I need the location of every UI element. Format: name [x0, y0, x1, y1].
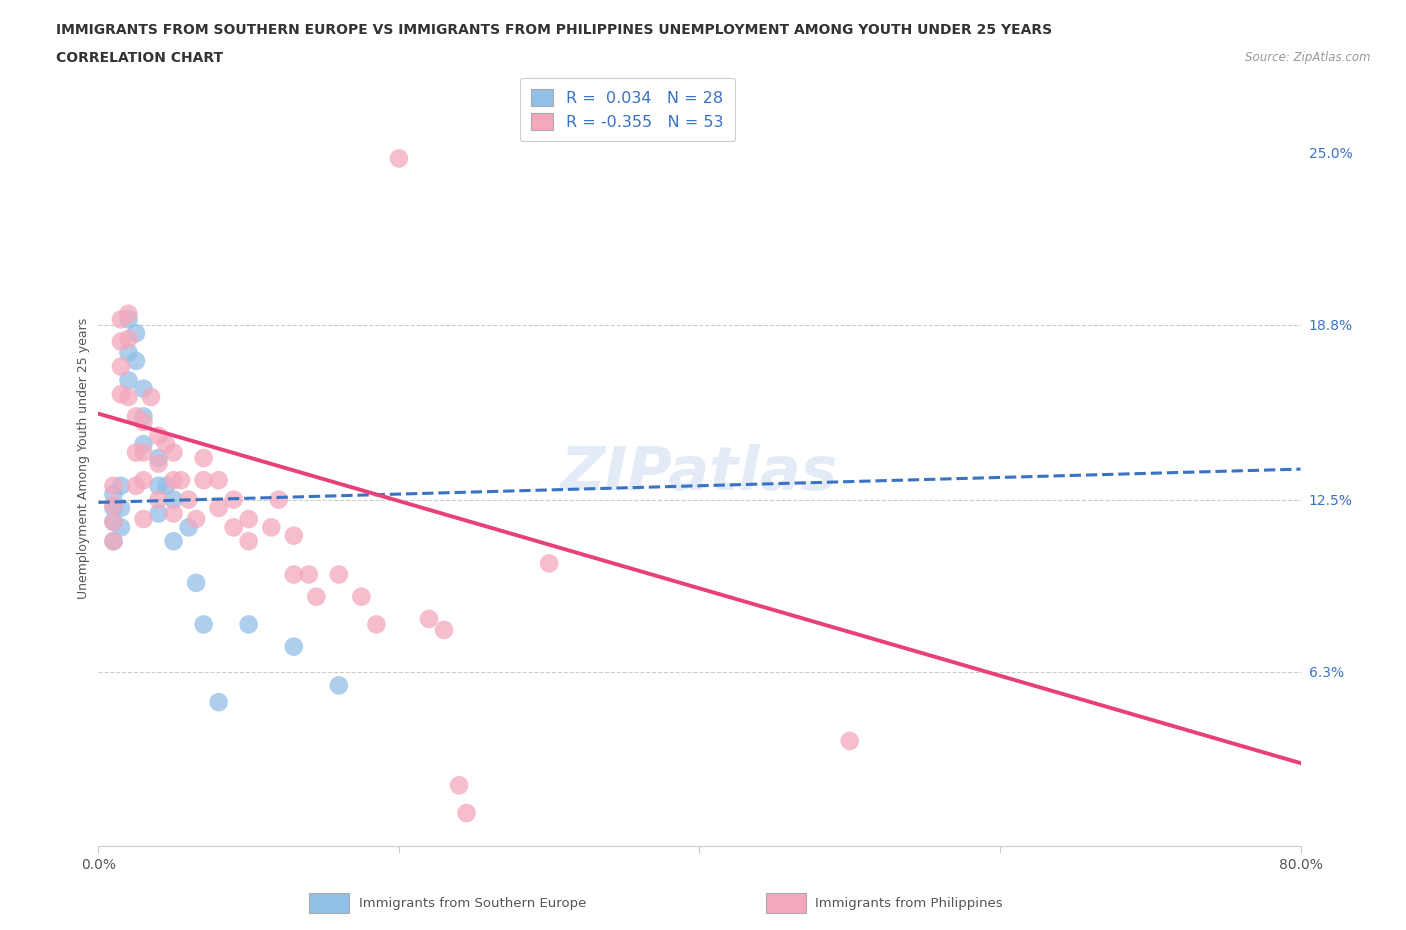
Point [298, 567, 321, 582]
Point [148, 492, 170, 507]
Point [208, 500, 231, 515]
Point [184, 512, 207, 526]
Point [208, 472, 231, 487]
Point [132, 409, 155, 424]
Legend: R =  0.034   N = 28, R = -0.355   N = 53: R = 0.034 N = 28, R = -0.355 N = 53 [520, 78, 735, 141]
Point [148, 456, 170, 471]
Point [238, 534, 260, 549]
Point [125, 353, 148, 368]
Point [418, 611, 440, 626]
Point [103, 514, 125, 529]
Text: ZIPatlas: ZIPatlas [561, 444, 838, 503]
Point [177, 492, 200, 507]
Point [184, 576, 207, 591]
Point [162, 445, 184, 460]
Point [162, 472, 184, 487]
Point [283, 528, 305, 543]
Point [110, 500, 132, 515]
Point [110, 520, 132, 535]
Point [260, 520, 283, 535]
Point [148, 506, 170, 521]
Point [155, 437, 177, 452]
Point [162, 534, 184, 549]
Point [103, 478, 125, 493]
Point [456, 805, 478, 820]
Point [838, 734, 860, 749]
Point [103, 514, 125, 529]
Point [117, 390, 139, 405]
Point [193, 617, 215, 631]
Point [103, 486, 125, 501]
Point [328, 678, 350, 693]
Point [117, 306, 139, 321]
Text: CORRELATION CHART: CORRELATION CHART [56, 51, 224, 65]
Point [238, 512, 260, 526]
Point [433, 622, 456, 637]
Text: IMMIGRANTS FROM SOUTHERN EUROPE VS IMMIGRANTS FROM PHILIPPINES UNEMPLOYMENT AMON: IMMIGRANTS FROM SOUTHERN EUROPE VS IMMIG… [56, 23, 1052, 37]
Point [162, 492, 184, 507]
Point [125, 478, 148, 493]
Point [366, 617, 388, 631]
Point [350, 590, 373, 604]
Point [447, 777, 470, 792]
Point [388, 151, 411, 166]
Point [162, 506, 184, 521]
Point [148, 478, 170, 493]
Point [132, 415, 155, 430]
Point [283, 567, 305, 582]
Point [110, 312, 132, 326]
Point [103, 534, 125, 549]
Point [110, 478, 132, 493]
Point [139, 390, 162, 405]
Point [305, 590, 328, 604]
Point [193, 451, 215, 466]
Point [110, 359, 132, 374]
Point [538, 556, 561, 571]
Point [132, 472, 155, 487]
Point [117, 331, 139, 346]
Point [103, 534, 125, 549]
Text: Immigrants from Philippines: Immigrants from Philippines [815, 897, 1002, 910]
Point [148, 451, 170, 466]
Point [125, 445, 148, 460]
Point [193, 472, 215, 487]
Point [222, 492, 245, 507]
Point [132, 381, 155, 396]
Point [103, 500, 125, 515]
Point [103, 498, 125, 512]
Text: Source: ZipAtlas.com: Source: ZipAtlas.com [1246, 51, 1371, 64]
Point [132, 445, 155, 460]
Point [132, 437, 155, 452]
Text: Immigrants from Southern Europe: Immigrants from Southern Europe [359, 897, 586, 910]
Point [267, 492, 290, 507]
Point [238, 617, 260, 631]
Point [222, 520, 245, 535]
Point [117, 345, 139, 360]
Point [125, 326, 148, 340]
Point [328, 567, 350, 582]
Point [117, 312, 139, 326]
Point [117, 373, 139, 388]
Point [155, 478, 177, 493]
Point [283, 639, 305, 654]
Point [177, 520, 200, 535]
Point [110, 387, 132, 402]
Point [132, 512, 155, 526]
Y-axis label: Unemployment Among Youth under 25 years: Unemployment Among Youth under 25 years [77, 317, 90, 599]
Point [208, 695, 231, 710]
Point [170, 472, 193, 487]
Point [148, 429, 170, 444]
Point [125, 409, 148, 424]
Point [110, 334, 132, 349]
